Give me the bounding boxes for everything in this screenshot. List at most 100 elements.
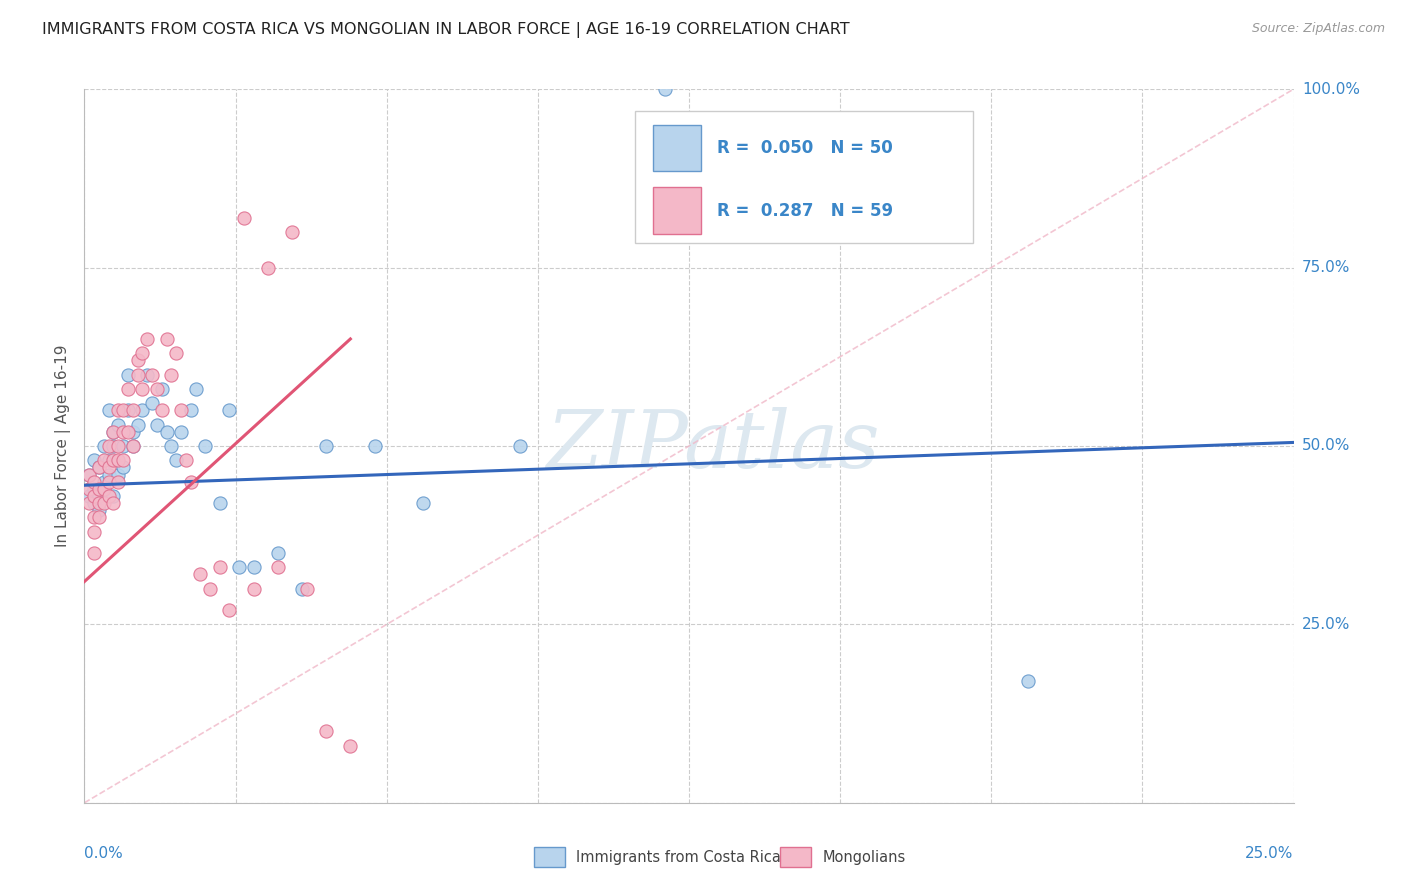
Point bbox=[208, 560, 231, 574]
Text: R =  0.050   N = 50: R = 0.050 N = 50 bbox=[717, 139, 893, 157]
Point bbox=[155, 332, 177, 346]
Point bbox=[155, 425, 177, 439]
Point bbox=[160, 368, 183, 382]
Point bbox=[363, 439, 385, 453]
Point bbox=[97, 403, 120, 417]
Point bbox=[93, 482, 115, 496]
Point bbox=[87, 496, 110, 510]
Point bbox=[117, 425, 139, 439]
Point bbox=[150, 403, 173, 417]
Point bbox=[190, 567, 212, 582]
Point bbox=[184, 382, 207, 396]
Point bbox=[233, 211, 256, 225]
Point bbox=[208, 496, 231, 510]
Point bbox=[198, 582, 221, 596]
Point bbox=[107, 403, 129, 417]
Point bbox=[295, 582, 318, 596]
Point bbox=[141, 368, 163, 382]
Text: IMMIGRANTS FROM COSTA RICA VS MONGOLIAN IN LABOR FORCE | AGE 16-19 CORRELATION C: IMMIGRANTS FROM COSTA RICA VS MONGOLIAN … bbox=[42, 22, 849, 38]
Point bbox=[83, 453, 105, 467]
Point bbox=[146, 417, 169, 432]
Point bbox=[112, 453, 135, 467]
Point bbox=[127, 368, 149, 382]
Point bbox=[121, 439, 143, 453]
Text: R =  0.287   N = 59: R = 0.287 N = 59 bbox=[717, 202, 893, 219]
Point bbox=[242, 582, 264, 596]
Point bbox=[131, 382, 153, 396]
Point bbox=[180, 403, 202, 417]
Text: 25.0%: 25.0% bbox=[1246, 846, 1294, 861]
Text: Mongolians: Mongolians bbox=[823, 850, 905, 864]
Point bbox=[315, 439, 337, 453]
Point bbox=[165, 453, 187, 467]
Point bbox=[97, 460, 120, 475]
Point bbox=[136, 332, 159, 346]
Point bbox=[112, 460, 135, 475]
Point bbox=[170, 425, 193, 439]
Point bbox=[83, 524, 105, 539]
Point bbox=[112, 425, 135, 439]
Point bbox=[218, 403, 240, 417]
Point bbox=[107, 453, 129, 467]
Point bbox=[218, 603, 240, 617]
Text: Source: ZipAtlas.com: Source: ZipAtlas.com bbox=[1251, 22, 1385, 36]
Point bbox=[93, 439, 115, 453]
Point bbox=[509, 439, 531, 453]
Point bbox=[117, 368, 139, 382]
Point bbox=[121, 439, 143, 453]
Point bbox=[103, 496, 125, 510]
Point bbox=[87, 503, 110, 517]
Point bbox=[412, 496, 434, 510]
Point bbox=[87, 482, 110, 496]
Point bbox=[107, 417, 129, 432]
Point bbox=[127, 417, 149, 432]
Text: 0.0%: 0.0% bbox=[84, 846, 124, 861]
Point bbox=[136, 368, 159, 382]
Point bbox=[103, 425, 125, 439]
Point bbox=[112, 403, 135, 417]
Point bbox=[83, 510, 105, 524]
Point bbox=[93, 496, 115, 510]
Text: 50.0%: 50.0% bbox=[1302, 439, 1350, 453]
Point bbox=[77, 467, 100, 482]
Point bbox=[160, 439, 183, 453]
Point bbox=[83, 496, 105, 510]
Point bbox=[77, 482, 100, 496]
Point bbox=[131, 346, 153, 360]
Point bbox=[93, 482, 115, 496]
Point bbox=[121, 425, 143, 439]
Point bbox=[165, 346, 187, 360]
Point bbox=[77, 467, 100, 482]
Point bbox=[131, 403, 153, 417]
Point bbox=[267, 546, 290, 560]
Point bbox=[103, 489, 125, 503]
Point bbox=[83, 482, 105, 496]
Point bbox=[87, 460, 110, 475]
Point bbox=[117, 382, 139, 396]
Point bbox=[83, 546, 105, 560]
Point bbox=[87, 460, 110, 475]
Text: 25.0%: 25.0% bbox=[1302, 617, 1350, 632]
Point bbox=[654, 82, 676, 96]
Text: Immigrants from Costa Rica: Immigrants from Costa Rica bbox=[576, 850, 782, 864]
Point bbox=[103, 425, 125, 439]
Point bbox=[103, 453, 125, 467]
Point bbox=[93, 453, 115, 467]
Point bbox=[97, 489, 120, 503]
Point bbox=[97, 475, 120, 489]
Point bbox=[107, 439, 129, 453]
Point bbox=[112, 439, 135, 453]
Point bbox=[103, 439, 125, 453]
Point bbox=[315, 724, 337, 739]
FancyBboxPatch shape bbox=[634, 111, 973, 243]
Point bbox=[194, 439, 217, 453]
Point bbox=[281, 225, 304, 239]
Point bbox=[97, 467, 120, 482]
Point bbox=[228, 560, 250, 574]
Point bbox=[83, 489, 105, 503]
Text: 75.0%: 75.0% bbox=[1302, 260, 1350, 275]
Point bbox=[77, 496, 100, 510]
Point bbox=[97, 453, 120, 467]
Point bbox=[83, 475, 105, 489]
Point bbox=[97, 439, 120, 453]
